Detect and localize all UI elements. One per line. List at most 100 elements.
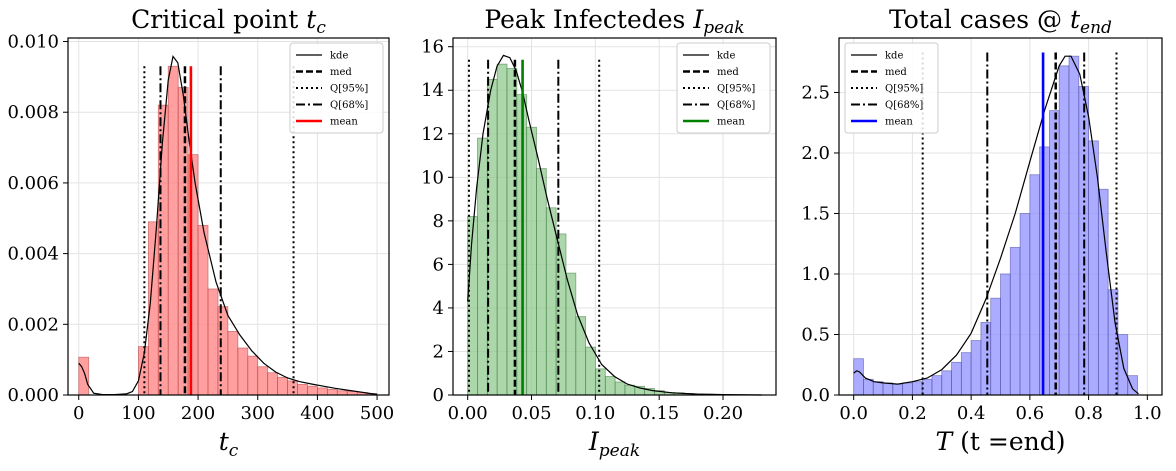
histogram-bar [1020,213,1030,395]
xlabel-math-sub: c [229,441,239,461]
histogram-bar [337,391,347,395]
histogram-bar [536,169,546,395]
xlabel-math-sub: peak [599,441,640,461]
histogram-bar [258,367,268,395]
histogram-bar [478,138,488,395]
y-tick-label: 2.5 [801,82,830,103]
histogram-bar [218,307,228,395]
histogram-bar [932,376,942,395]
title-math-sub: peak [703,18,744,38]
x-tick-label: 0.8 [1074,403,1103,424]
y-tick-label: 0.0 [801,385,830,406]
title-math-sub: end [1080,18,1112,38]
x-tick-label: 0.15 [639,403,679,424]
y-tick-label: 0.008 [7,102,59,123]
x-tick-label: 500 [360,403,394,424]
title-text: Total cases @ [889,5,1070,34]
title-text: Peak Infectedes [484,5,693,34]
histogram-bar [595,369,605,395]
y-tick-label: 1.5 [801,203,830,224]
histogram-bar [942,371,952,395]
histogram-bar [327,389,337,395]
legend-label: Q[95%] [330,84,368,95]
histogram-bar [961,353,971,395]
y-tick-label: 0.004 [7,244,59,265]
histogram-bar [178,87,188,395]
histogram-bar [991,298,1001,395]
histogram-bar [586,347,596,395]
y-tick-label: 0 [433,385,444,406]
histogram-bar [208,289,218,395]
histogram-bar [1010,247,1020,395]
y-tick-label: 2 [433,341,444,362]
y-tick-label: 0.000 [7,385,59,406]
x-tick-label: 0.0 [839,403,868,424]
y-tick-label: 0.006 [7,173,59,194]
histogram-bar [1049,111,1059,395]
histogram-bar [576,317,586,395]
chart-title: Total cases @ tend [889,5,1112,38]
x-tick-label: 100 [121,403,155,424]
x-axis-label: tc [219,427,239,461]
histogram-bar [497,64,507,395]
histogram-bar [168,66,178,395]
y-tick-label: 0.002 [7,314,59,335]
histogram-bar [883,383,893,395]
x-tick-label: 0 [73,403,84,424]
legend-label: kde [330,51,348,62]
histogram-bar [79,357,89,395]
histogram-bar [1040,147,1050,395]
y-tick-label: 0.010 [7,32,59,53]
histogram-bar [1069,56,1079,395]
x-tick-label: 0.4 [957,403,986,424]
histogram-bar [981,322,991,395]
histogram-bar [1001,274,1011,395]
x-tick-label: 200 [181,403,215,424]
histogram-bar [268,373,278,395]
histogram-bar [605,376,615,395]
histogram-bar [546,208,556,395]
histogram-bar [228,331,238,395]
histogram-bar [527,127,537,395]
chart-title: Critical point tc [131,5,326,38]
y-tick-label: 12 [421,124,444,145]
legend-label: mean [717,117,745,128]
histogram-bar [1098,189,1108,395]
y-tick-label: 4 [433,298,444,319]
legend-label: Q[68%] [717,100,755,111]
histogram-bar [912,382,922,395]
histogram-bar [625,385,635,395]
histogram-bar [278,377,288,395]
x-tick-label: 0.10 [575,403,615,424]
histogram-bar [903,383,913,395]
histogram-bar [317,388,327,395]
legend-label: med [885,67,907,78]
x-tick-label: 0.2 [898,403,927,424]
x-tick-label: 0.6 [1016,403,1045,424]
legend-label: kde [717,51,735,62]
legend-label: mean [885,117,913,128]
legend-label: mean [330,117,358,128]
legend-label: med [717,67,739,78]
y-tick-label: 1.0 [801,264,830,285]
histogram-bar [238,348,248,395]
y-tick-label: 0.5 [801,324,830,345]
histogram-bar [873,382,883,395]
y-tick-label: 10 [421,167,444,188]
x-tick-label: 1.0 [1133,403,1162,424]
y-tick-label: 16 [421,37,444,58]
chart-panel-3: 0.0 0.2 0.4 0.6 0.8 1.0 0.0 0.5 1.0 1.5 2.0 2.5 Tota… [801,5,1162,456]
histogram-bar [854,359,864,395]
x-axis-label: T (t =end) [936,427,1066,456]
y-tick-label: 8 [433,211,444,232]
y-tick-label: 2.0 [801,143,830,164]
histogram-bar [298,384,308,395]
x-axis-label: Ipeak [588,427,640,461]
histogram-bar [248,356,258,395]
title-text: Critical point [131,5,306,34]
histogram-bar [863,379,873,395]
